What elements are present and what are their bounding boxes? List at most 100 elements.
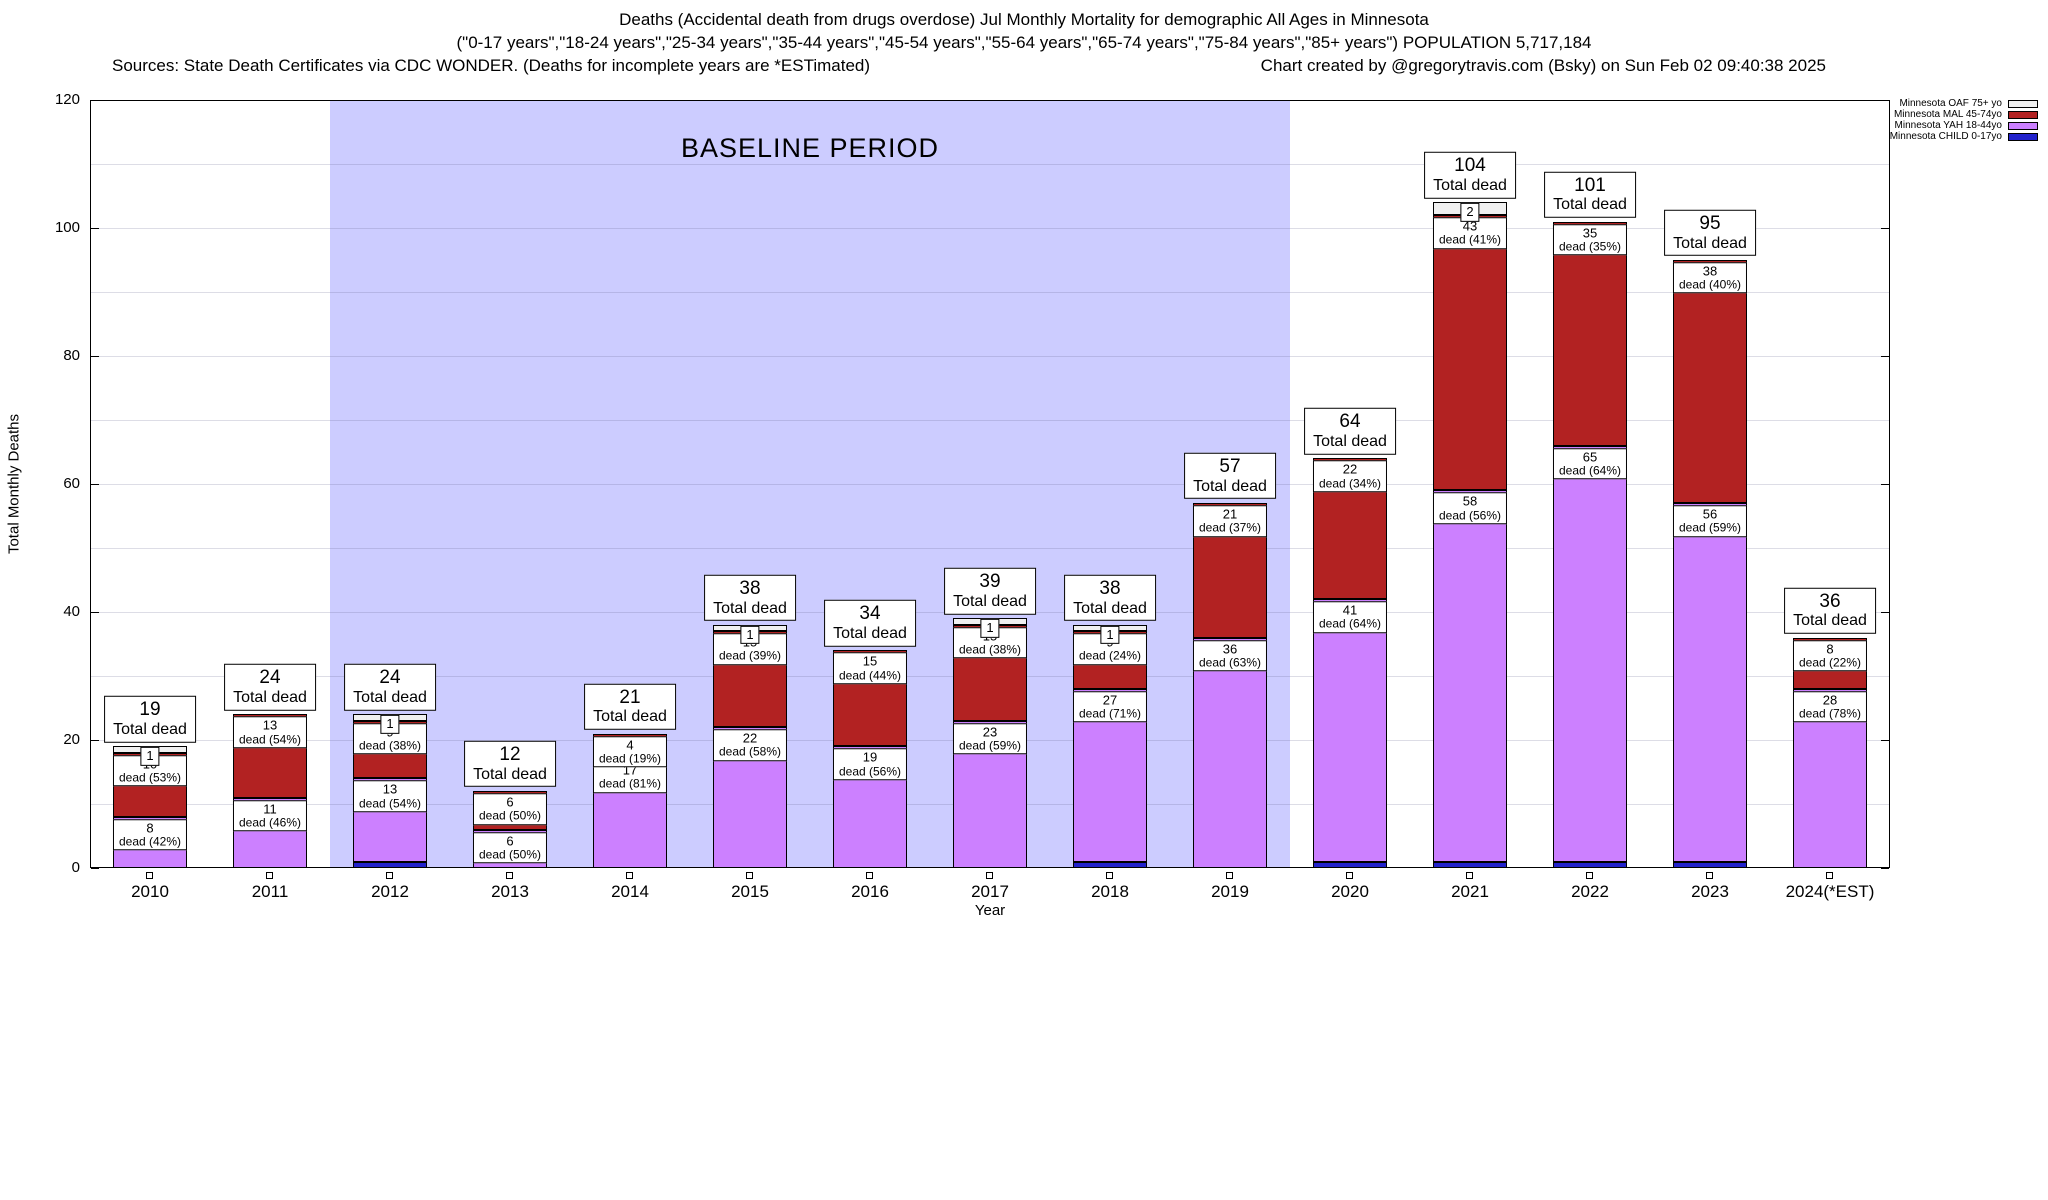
- segment-label-mal: 22 dead (34%): [1312, 460, 1388, 493]
- segment-label-yah-line: dead (54%): [358, 795, 422, 810]
- segment-label-yah-line: dead (71%): [1078, 706, 1142, 721]
- total-label-line: 38: [1099, 577, 1121, 599]
- segment-label-mal: 8 dead (22%): [1792, 639, 1868, 672]
- segment-label-mal-line: 13: [262, 717, 278, 733]
- total-label-line: 57: [1219, 455, 1241, 477]
- total-label-line: Total dead: [113, 721, 187, 738]
- y-tick: [1881, 740, 1889, 741]
- segment-label-oaf-line: 2: [1466, 204, 1474, 220]
- segment-label-mal-line: 35: [1582, 224, 1598, 240]
- legend-label: Minnesota YAH 18-44yo: [1894, 120, 2002, 131]
- segment-label-mal-line: dead (24%): [1078, 648, 1142, 663]
- segment-label-yah-line: 23: [982, 724, 998, 740]
- segment-label-yah: 41 dead (64%): [1312, 601, 1388, 633]
- bar-segment-mal: [1433, 215, 1507, 491]
- total-label-line: 101: [1574, 174, 1606, 196]
- x-tick-label: 2011: [251, 882, 289, 901]
- segment-label-oaf-line: 1: [386, 716, 394, 732]
- segment-label-mal-line: 15: [862, 653, 878, 669]
- segment-label-yah-line: 22: [742, 730, 758, 746]
- x-tick-label: 2018: [1091, 882, 1129, 901]
- y-tick-label: 80: [63, 347, 80, 364]
- segment-label-yah-line: dead (56%): [838, 763, 902, 778]
- total-label: 101 Total dead: [1544, 171, 1636, 218]
- y-tick: [1881, 484, 1889, 485]
- y-tick: [91, 612, 99, 613]
- y-tick-label: 40: [63, 603, 80, 620]
- title-line-3: Sources: State Death Certificates via CD…: [0, 54, 2048, 77]
- total-label-line: Total dead: [353, 689, 427, 706]
- segment-label-mal-line: dead (50%): [478, 808, 542, 823]
- x-tick-label: 2020: [1331, 882, 1369, 901]
- total-label-line: Total dead: [233, 689, 307, 706]
- zero-marker: [1586, 872, 1593, 879]
- zero-marker: [1706, 872, 1713, 879]
- segment-label-mal-line: dead (19%): [598, 751, 662, 766]
- total-label: 24 Total dead: [344, 664, 436, 711]
- x-tick-label: 2016: [851, 882, 889, 901]
- segment-label-mal-line: 8: [1826, 640, 1834, 656]
- bar-segment-mal: [1673, 260, 1747, 504]
- segment-label-yah-line: 11: [263, 800, 277, 816]
- segment-label-oaf: 2: [1460, 203, 1480, 222]
- total-label-line: 36: [1819, 590, 1841, 612]
- segment-label-yah-line: dead (64%): [1558, 463, 1622, 478]
- segment-label-yah: 36 dead (63%): [1192, 639, 1268, 672]
- segment-label-yah: 65 dead (64%): [1552, 447, 1628, 480]
- segment-label-yah: 19 dead (56%): [832, 748, 908, 781]
- segment-label-oaf: 1: [980, 619, 1000, 638]
- total-label: 64 Total dead: [1304, 408, 1396, 455]
- segment-label-mal: 6 dead (50%): [472, 793, 548, 825]
- segment-label-yah-line: 28: [1822, 692, 1838, 708]
- segment-label-yah-line: dead (46%): [238, 815, 302, 830]
- y-tick: [1881, 100, 1889, 101]
- total-label: 39 Total dead: [944, 568, 1036, 615]
- total-label-line: 38: [739, 577, 761, 599]
- total-label-line: Total dead: [713, 599, 787, 617]
- zero-marker: [746, 872, 753, 879]
- segment-label-mal: 4 dead (19%): [592, 735, 668, 768]
- x-axis-title: Year: [974, 902, 1006, 919]
- total-label-line: 104: [1454, 155, 1486, 177]
- segment-label-mal: 43 dead (41%): [1432, 217, 1508, 249]
- segment-label-yah-line: dead (81%): [598, 776, 662, 791]
- zero-marker: [1826, 872, 1833, 879]
- segment-label-yah-line: 41: [1342, 602, 1358, 618]
- y-tick: [1881, 612, 1889, 613]
- zero-marker: [386, 872, 393, 879]
- segment-label-mal-line: dead (22%): [1798, 655, 1862, 670]
- segment-label-yah-line: 58: [1462, 493, 1478, 509]
- gridline: [90, 292, 1890, 293]
- x-tick-label: 2017: [971, 882, 1009, 901]
- y-tick: [1881, 868, 1889, 869]
- segment-label-oaf: 1: [740, 625, 760, 644]
- y-tick-label: 100: [54, 219, 80, 236]
- segment-label-yah-line: 27: [1102, 692, 1118, 708]
- segment-label-mal-line: dead (53%): [118, 770, 182, 785]
- y-tick: [91, 484, 99, 485]
- zero-marker: [266, 872, 273, 879]
- bar-segment-child: [1313, 861, 1387, 868]
- x-tick-label: 2024(*EST): [1785, 882, 1875, 901]
- legend-label: Minnesota OAF 75+ yo: [1899, 98, 2002, 109]
- segment-label-mal-line: dead (54%): [238, 731, 302, 746]
- total-label-line: 21: [619, 686, 641, 708]
- segment-label-mal-line: dead (38%): [958, 642, 1022, 657]
- bar-segment-mal: [1553, 221, 1627, 446]
- segment-label-mal: 35 dead (35%): [1552, 223, 1628, 256]
- total-label-line: Total dead: [1553, 196, 1627, 214]
- gridline: [90, 420, 1890, 421]
- total-label-line: 64: [1339, 411, 1361, 433]
- baseline-period-label: BASELINE PERIOD: [680, 133, 940, 163]
- total-label-line: Total dead: [1793, 612, 1867, 630]
- bar-segment-yah: [1433, 490, 1507, 862]
- segment-label-mal-line: 4: [626, 736, 634, 752]
- bar-segment-yah: [1193, 637, 1267, 868]
- segment-label-mal: 38 dead (40%): [1672, 262, 1748, 294]
- segment-label-yah-line: 56: [1702, 506, 1718, 522]
- segment-label-yah: 56 dead (59%): [1672, 505, 1748, 537]
- segment-label-mal-line: dead (35%): [1558, 239, 1622, 254]
- segment-label-yah: 27 dead (71%): [1072, 691, 1148, 723]
- y-tick-label: 20: [63, 731, 80, 748]
- bar-segment-yah: [1313, 599, 1387, 862]
